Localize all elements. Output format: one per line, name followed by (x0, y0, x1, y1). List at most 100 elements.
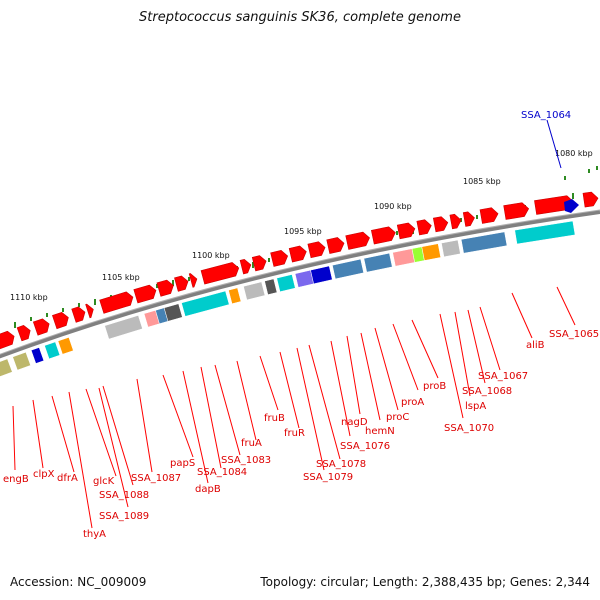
leader-line (296, 347, 325, 471)
gene-label: fruR (284, 428, 305, 439)
leader-line (360, 332, 381, 421)
scale-tick (252, 262, 254, 268)
scale-label: 1110 kbp (10, 293, 48, 302)
gene-label: SSA_1065 (549, 329, 599, 340)
gene-label-ssa-1064: SSA_1064 (521, 110, 571, 121)
gene-arrow (188, 273, 198, 288)
scale-tick (78, 303, 80, 307)
leader-line (467, 309, 486, 384)
leader-line (32, 399, 44, 469)
gene-arrow (370, 226, 396, 245)
gene-label: lspA (465, 401, 486, 412)
leader-line (136, 378, 153, 473)
gene-arrow (462, 211, 475, 227)
gene-label: SSA_1068 (462, 386, 512, 397)
scale-tick (588, 169, 590, 173)
scale-tick (268, 258, 270, 262)
gene-arrow (345, 231, 370, 250)
cog-block (57, 337, 74, 355)
gene-arrow (270, 250, 289, 267)
leader-line (411, 319, 439, 379)
gene-label: thyA (83, 529, 106, 540)
gene-label: fruB (264, 413, 285, 424)
gene-labels: SSA_1064 SSA_1065 aliB SSA_1067 SSA_1068 lspA… (3, 110, 599, 540)
gene-label: SSA_1089 (99, 511, 149, 522)
leader-line (546, 119, 562, 169)
gene-arrow (133, 284, 157, 304)
gene-arrow (251, 255, 267, 272)
cog-block (363, 252, 393, 273)
scale-labels: 1080 kbp 1085 kbp 1090 kbp 1095 kbp 1100 kbp… (10, 149, 593, 302)
scale-tick (62, 308, 64, 312)
cog-block (30, 347, 45, 364)
scale-label: 1100 kbp (192, 251, 230, 260)
cog-block (276, 274, 296, 293)
accession-text: Accession: NC_009009 (10, 575, 147, 589)
scale-tick (14, 322, 16, 328)
gene-label: dapB (195, 484, 221, 495)
gene-label: proC (386, 412, 409, 423)
gene-arrow (396, 222, 416, 240)
cog-block (104, 315, 143, 340)
cog-block (163, 303, 183, 322)
gene-label: SSA_1079 (303, 472, 353, 483)
genome-backbone (0, 210, 600, 359)
gene-arrow (200, 262, 240, 285)
leader-line (374, 327, 399, 411)
gene-label: aliB (526, 340, 545, 351)
scale-tick (572, 193, 574, 199)
leader-line (85, 388, 117, 477)
topology-text: Topology: circular; Length: 2,388,435 bp… (260, 575, 590, 589)
scale-tick (156, 284, 158, 288)
leader-line (236, 360, 257, 441)
page-title: Streptococcus sanguinis SK36, complete g… (139, 10, 461, 25)
scale-label: 1095 kbp (284, 227, 322, 236)
leader-line (68, 391, 93, 529)
cog-block (392, 248, 416, 267)
gene-arrow (16, 325, 31, 342)
leader-line (98, 387, 129, 508)
gene-label: SSA_1078 (316, 459, 366, 470)
highlighted-gene (564, 199, 579, 213)
cog-track (0, 220, 576, 377)
leader-line (162, 374, 194, 458)
scale-tick (564, 176, 566, 180)
scale-label: 1080 kbp (555, 149, 593, 158)
gene-label: SSA_1067 (478, 371, 528, 382)
leader-line (511, 292, 533, 339)
scale-tick (596, 166, 598, 170)
cog-block (264, 278, 278, 295)
backbone-highlight (0, 209, 600, 355)
leader-line (556, 286, 576, 326)
gene-arrow (71, 306, 86, 323)
gene-arrow (307, 241, 326, 259)
leader-line (330, 340, 351, 437)
gene-arrow (416, 219, 432, 236)
gene-track (0, 191, 599, 350)
gene-label: proB (423, 381, 446, 392)
cog-block (12, 351, 31, 371)
cog-block (310, 265, 333, 285)
cog-block (332, 258, 364, 280)
scale-tick (30, 317, 32, 321)
leader-line (102, 385, 134, 486)
gene-arrow (174, 275, 189, 292)
leader-line (454, 311, 471, 397)
gene-label: nagD (341, 417, 368, 428)
gene-label: engB (3, 474, 29, 485)
gene-label: proA (401, 397, 424, 408)
gene-arrow (479, 207, 499, 224)
scale-label: 1090 kbp (374, 202, 412, 211)
gene-arrow (582, 191, 599, 208)
cog-block (243, 281, 266, 301)
leader-line (259, 355, 279, 411)
cog-block (228, 287, 242, 305)
cog-block (44, 341, 61, 360)
gene-label: fruA (241, 438, 262, 449)
gene-label: clpX (33, 469, 55, 480)
gene-label: papS (170, 458, 195, 469)
cog-block (460, 231, 508, 254)
scale-tick (172, 280, 174, 286)
leader-line (200, 366, 222, 469)
